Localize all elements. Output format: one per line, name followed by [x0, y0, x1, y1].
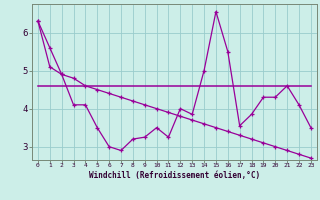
X-axis label: Windchill (Refroidissement éolien,°C): Windchill (Refroidissement éolien,°C)	[89, 171, 260, 180]
